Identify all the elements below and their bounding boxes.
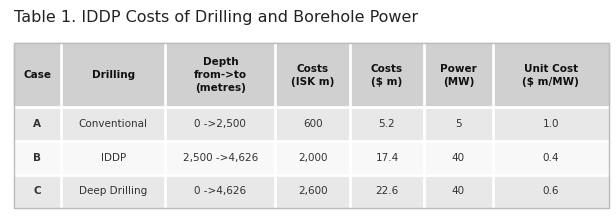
Text: A: A xyxy=(33,119,41,129)
Bar xyxy=(14,43,609,107)
Text: Deep Drilling: Deep Drilling xyxy=(79,186,147,196)
Text: IDDP: IDDP xyxy=(100,153,126,163)
Text: B: B xyxy=(33,153,41,163)
Text: 0.6: 0.6 xyxy=(542,186,559,196)
Text: Power
(MW): Power (MW) xyxy=(440,64,477,87)
Text: 5.2: 5.2 xyxy=(379,119,395,129)
Text: 0 ->2,500: 0 ->2,500 xyxy=(195,119,246,129)
Text: Table 1. IDDP Costs of Drilling and Borehole Power: Table 1. IDDP Costs of Drilling and Bore… xyxy=(14,10,418,25)
Text: 0 ->4,626: 0 ->4,626 xyxy=(194,186,246,196)
Text: Case: Case xyxy=(23,70,51,80)
Text: 5: 5 xyxy=(455,119,461,129)
Text: 2,500 ->4,626: 2,500 ->4,626 xyxy=(183,153,258,163)
Text: Conventional: Conventional xyxy=(79,119,148,129)
Text: Unit Cost
($ m/MW): Unit Cost ($ m/MW) xyxy=(522,64,579,87)
Text: Drilling: Drilling xyxy=(92,70,135,80)
Text: 1.0: 1.0 xyxy=(542,119,559,129)
Bar xyxy=(14,43,609,208)
Text: Depth
from->to
(metres): Depth from->to (metres) xyxy=(194,57,247,93)
Text: 17.4: 17.4 xyxy=(375,153,399,163)
Bar xyxy=(14,141,609,174)
Text: Costs
(ISK m): Costs (ISK m) xyxy=(291,64,334,87)
Bar xyxy=(14,174,609,208)
Text: C: C xyxy=(33,186,41,196)
Text: Costs
($ m): Costs ($ m) xyxy=(371,64,403,87)
Bar xyxy=(14,107,609,141)
Text: 2,000: 2,000 xyxy=(298,153,327,163)
Text: 2,600: 2,600 xyxy=(298,186,327,196)
Text: 22.6: 22.6 xyxy=(375,186,399,196)
Text: 0.4: 0.4 xyxy=(542,153,559,163)
Text: 40: 40 xyxy=(452,153,465,163)
Text: 40: 40 xyxy=(452,186,465,196)
Text: 600: 600 xyxy=(302,119,322,129)
